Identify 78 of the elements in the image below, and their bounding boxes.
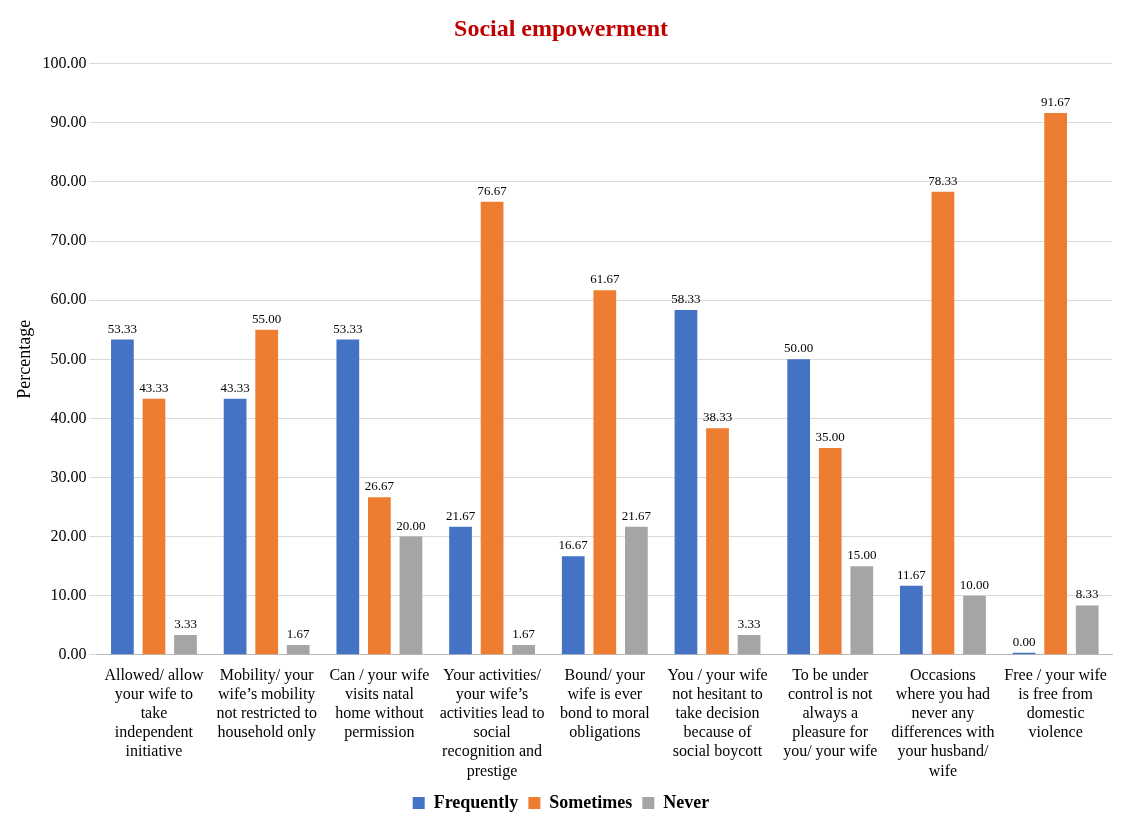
legend-label: Sometimes	[549, 791, 633, 812]
data-label: 76.67	[477, 182, 508, 198]
bar	[336, 339, 360, 655]
bar	[931, 191, 955, 655]
y-axis-title: Percentage	[13, 319, 34, 399]
x-tick-label: Mobility/ your wife’s mobility not restricted to household only	[216, 665, 317, 742]
bar	[111, 339, 134, 655]
y-tick-label: 50.00	[50, 349, 87, 367]
data-label: 11.67	[896, 566, 927, 582]
bar	[223, 398, 247, 655]
legend-label: Never	[663, 791, 710, 812]
data-label: 21.67	[621, 507, 652, 523]
data-label: 16.67	[558, 537, 589, 553]
data-label: 43.33	[220, 379, 250, 395]
x-tick-label: Your activities/ your wife’s activities lead to social recognition and prestige	[439, 665, 545, 780]
bar	[674, 310, 698, 655]
bar	[174, 635, 197, 655]
bar	[787, 359, 811, 655]
x-tick-label: Allowed/ allow your wife to take independent initiative	[104, 665, 204, 760]
bar	[480, 201, 504, 655]
data-label: 8.33	[1075, 586, 1099, 602]
x-tick-label: Bound/ your wife is ever bond to moral obligations	[559, 665, 651, 742]
chart-title: Social empowerment	[454, 14, 668, 41]
bar	[706, 428, 729, 655]
x-tick-label: Can / your wife visits natal home without permission	[329, 665, 430, 742]
y-tick-label: 10.00	[50, 585, 87, 603]
bar	[512, 644, 536, 655]
y-tick-label: 70.00	[50, 231, 87, 249]
data-label: 78.33	[928, 172, 958, 188]
bar	[399, 536, 423, 655]
y-tick-label: 90.00	[50, 113, 87, 131]
y-tick-label: 40.00	[50, 408, 87, 426]
data-label: 91.67	[1041, 93, 1071, 109]
x-tick-label: To be under control is not always a pleasure for you/ your wife	[783, 665, 878, 761]
data-label: 1.67	[286, 625, 311, 641]
data-label: 3.33	[174, 616, 197, 632]
bar	[368, 497, 391, 655]
y-tick-label: 0.00	[58, 645, 87, 662]
bar	[593, 290, 617, 655]
data-label: 1.67	[512, 625, 536, 641]
data-label: 35.00	[815, 428, 845, 444]
bar	[900, 585, 923, 655]
bar	[561, 556, 585, 655]
data-label: 0.00	[1012, 633, 1036, 649]
bar	[737, 635, 761, 655]
data-label: 61.67	[590, 271, 620, 287]
y-tick-label: 100.00	[42, 54, 87, 71]
legend-label: Frequently	[433, 791, 519, 812]
bar	[818, 447, 842, 655]
data-label: 43.33	[139, 379, 169, 395]
data-label: 53.33	[107, 320, 138, 336]
bar	[286, 644, 310, 655]
bar	[625, 526, 648, 655]
y-tick-label: 60.00	[50, 290, 87, 308]
y-tick-label: 30.00	[50, 467, 87, 485]
x-tick-label: Free / your wife is free from domestic violence	[1004, 665, 1107, 741]
bar	[449, 526, 472, 655]
bar	[1075, 605, 1099, 655]
data-label: 38.33	[702, 409, 733, 425]
y-tick-label: 80.00	[50, 172, 87, 190]
x-tick-label: You / your wife not hesitant to take decision because of social boycott	[667, 665, 768, 761]
bar	[1044, 113, 1068, 655]
bar	[255, 329, 279, 655]
data-label: 53.33	[333, 320, 363, 336]
bar	[963, 595, 986, 655]
bar	[850, 566, 874, 655]
data-label: 3.33	[737, 616, 761, 632]
y-tick-label: 20.00	[50, 526, 87, 544]
data-label: 15.00	[847, 547, 877, 563]
data-label: 55.00	[252, 310, 282, 326]
x-tick-label: Occasions where you had never any differences with your husband/ wife	[891, 665, 995, 779]
bar	[142, 398, 166, 655]
data-label: 20.00	[396, 517, 426, 533]
data-label: 10.00	[959, 576, 990, 592]
data-label: 21.67	[445, 507, 476, 523]
data-label: 26.67	[364, 478, 395, 494]
data-label: 50.00	[784, 340, 814, 356]
data-label: 58.33	[671, 290, 701, 306]
